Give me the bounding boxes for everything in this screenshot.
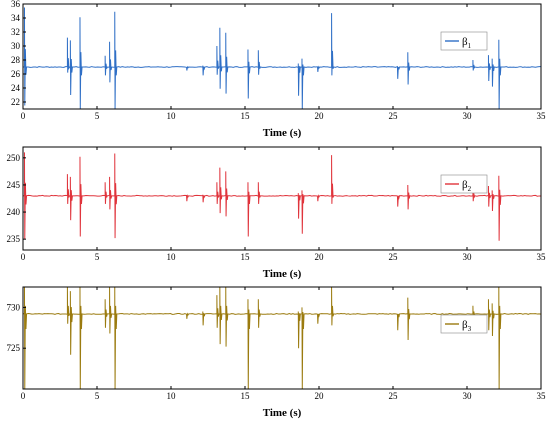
- legend: β1: [440, 31, 488, 51]
- y-tick-label: 32: [11, 27, 20, 37]
- series-line-β3: [23, 287, 541, 389]
- y-tick-label: 24: [11, 83, 21, 93]
- y-tick-label: 28: [11, 55, 21, 65]
- x-tick-label: 15: [241, 111, 251, 121]
- y-tick-label: 725: [7, 343, 21, 353]
- y-tick-label: 30: [11, 41, 21, 51]
- x-tick-label: 5: [95, 391, 100, 401]
- y-tick-label: 730: [7, 302, 21, 312]
- x-tick-label: 20: [315, 391, 325, 401]
- x-tick-label: 30: [463, 252, 473, 262]
- x-tick-label: 25: [389, 391, 399, 401]
- x-tick-label: 0: [21, 252, 26, 262]
- x-tick-label: 20: [315, 252, 325, 262]
- x-tick-label: 20: [315, 111, 325, 121]
- y-tick-label: 240: [7, 207, 21, 217]
- y-tick-label: 36: [11, 0, 21, 9]
- legend-box: [440, 31, 488, 51]
- y-tick-label: 235: [7, 234, 21, 244]
- series-line-β1: [23, 7, 541, 109]
- legend-box: [440, 174, 488, 194]
- x-tick-label: 35: [537, 111, 547, 121]
- legend-label: β1: [462, 36, 472, 50]
- x-tick-label: 10: [167, 391, 177, 401]
- legend-label: β3: [462, 319, 472, 333]
- x-tick-label: 15: [241, 252, 251, 262]
- y-tick-label: 22: [11, 97, 20, 107]
- legend-box: [440, 314, 488, 334]
- legend-label: β2: [462, 179, 472, 193]
- x-tick-label: 10: [167, 252, 177, 262]
- y-tick-label: 34: [11, 13, 21, 23]
- y-tick-label: 250: [7, 153, 21, 163]
- x-tick-label: 5: [95, 252, 100, 262]
- plot-frame: [22, 286, 542, 390]
- x-tick-label: 30: [463, 111, 473, 121]
- x-tick-label: 10: [167, 111, 177, 121]
- chart-panel-1: 0 5 10 15 20 25 30 35 22 24 26 28 30 32 34 36 Time (s) β1: [11, 0, 546, 139]
- x-tick-label: 0: [21, 111, 26, 121]
- x-axis-label: Time (s): [263, 127, 302, 139]
- x-tick-label: 15: [241, 391, 251, 401]
- legend: β2: [440, 174, 488, 194]
- x-tick-label: 5: [95, 111, 100, 121]
- x-tick-label: 30: [463, 391, 473, 401]
- chart-panel-2: 0 5 10 15 20 25 30 35 235 240 245 250 Time (s) β2: [7, 146, 547, 280]
- plot-frame: [22, 146, 542, 251]
- x-axis-label: Time (s): [263, 268, 302, 280]
- x-tick-label: 35: [537, 252, 547, 262]
- x-tick-label: 25: [389, 111, 399, 121]
- series-line-β2: [23, 152, 541, 241]
- y-tick-label: 245: [7, 180, 21, 190]
- plot-frame: [22, 3, 542, 110]
- legend: β3: [440, 314, 488, 334]
- x-axis-label: Time (s): [263, 407, 302, 419]
- x-tick-label: 25: [389, 252, 399, 262]
- y-tick-label: 26: [11, 69, 21, 79]
- x-tick-label: 35: [537, 391, 547, 401]
- x-tick-label: 0: [21, 391, 26, 401]
- chart-panel-3: 0 5 10 15 20 25 30 35 725 730 Time (s) β3: [7, 286, 547, 419]
